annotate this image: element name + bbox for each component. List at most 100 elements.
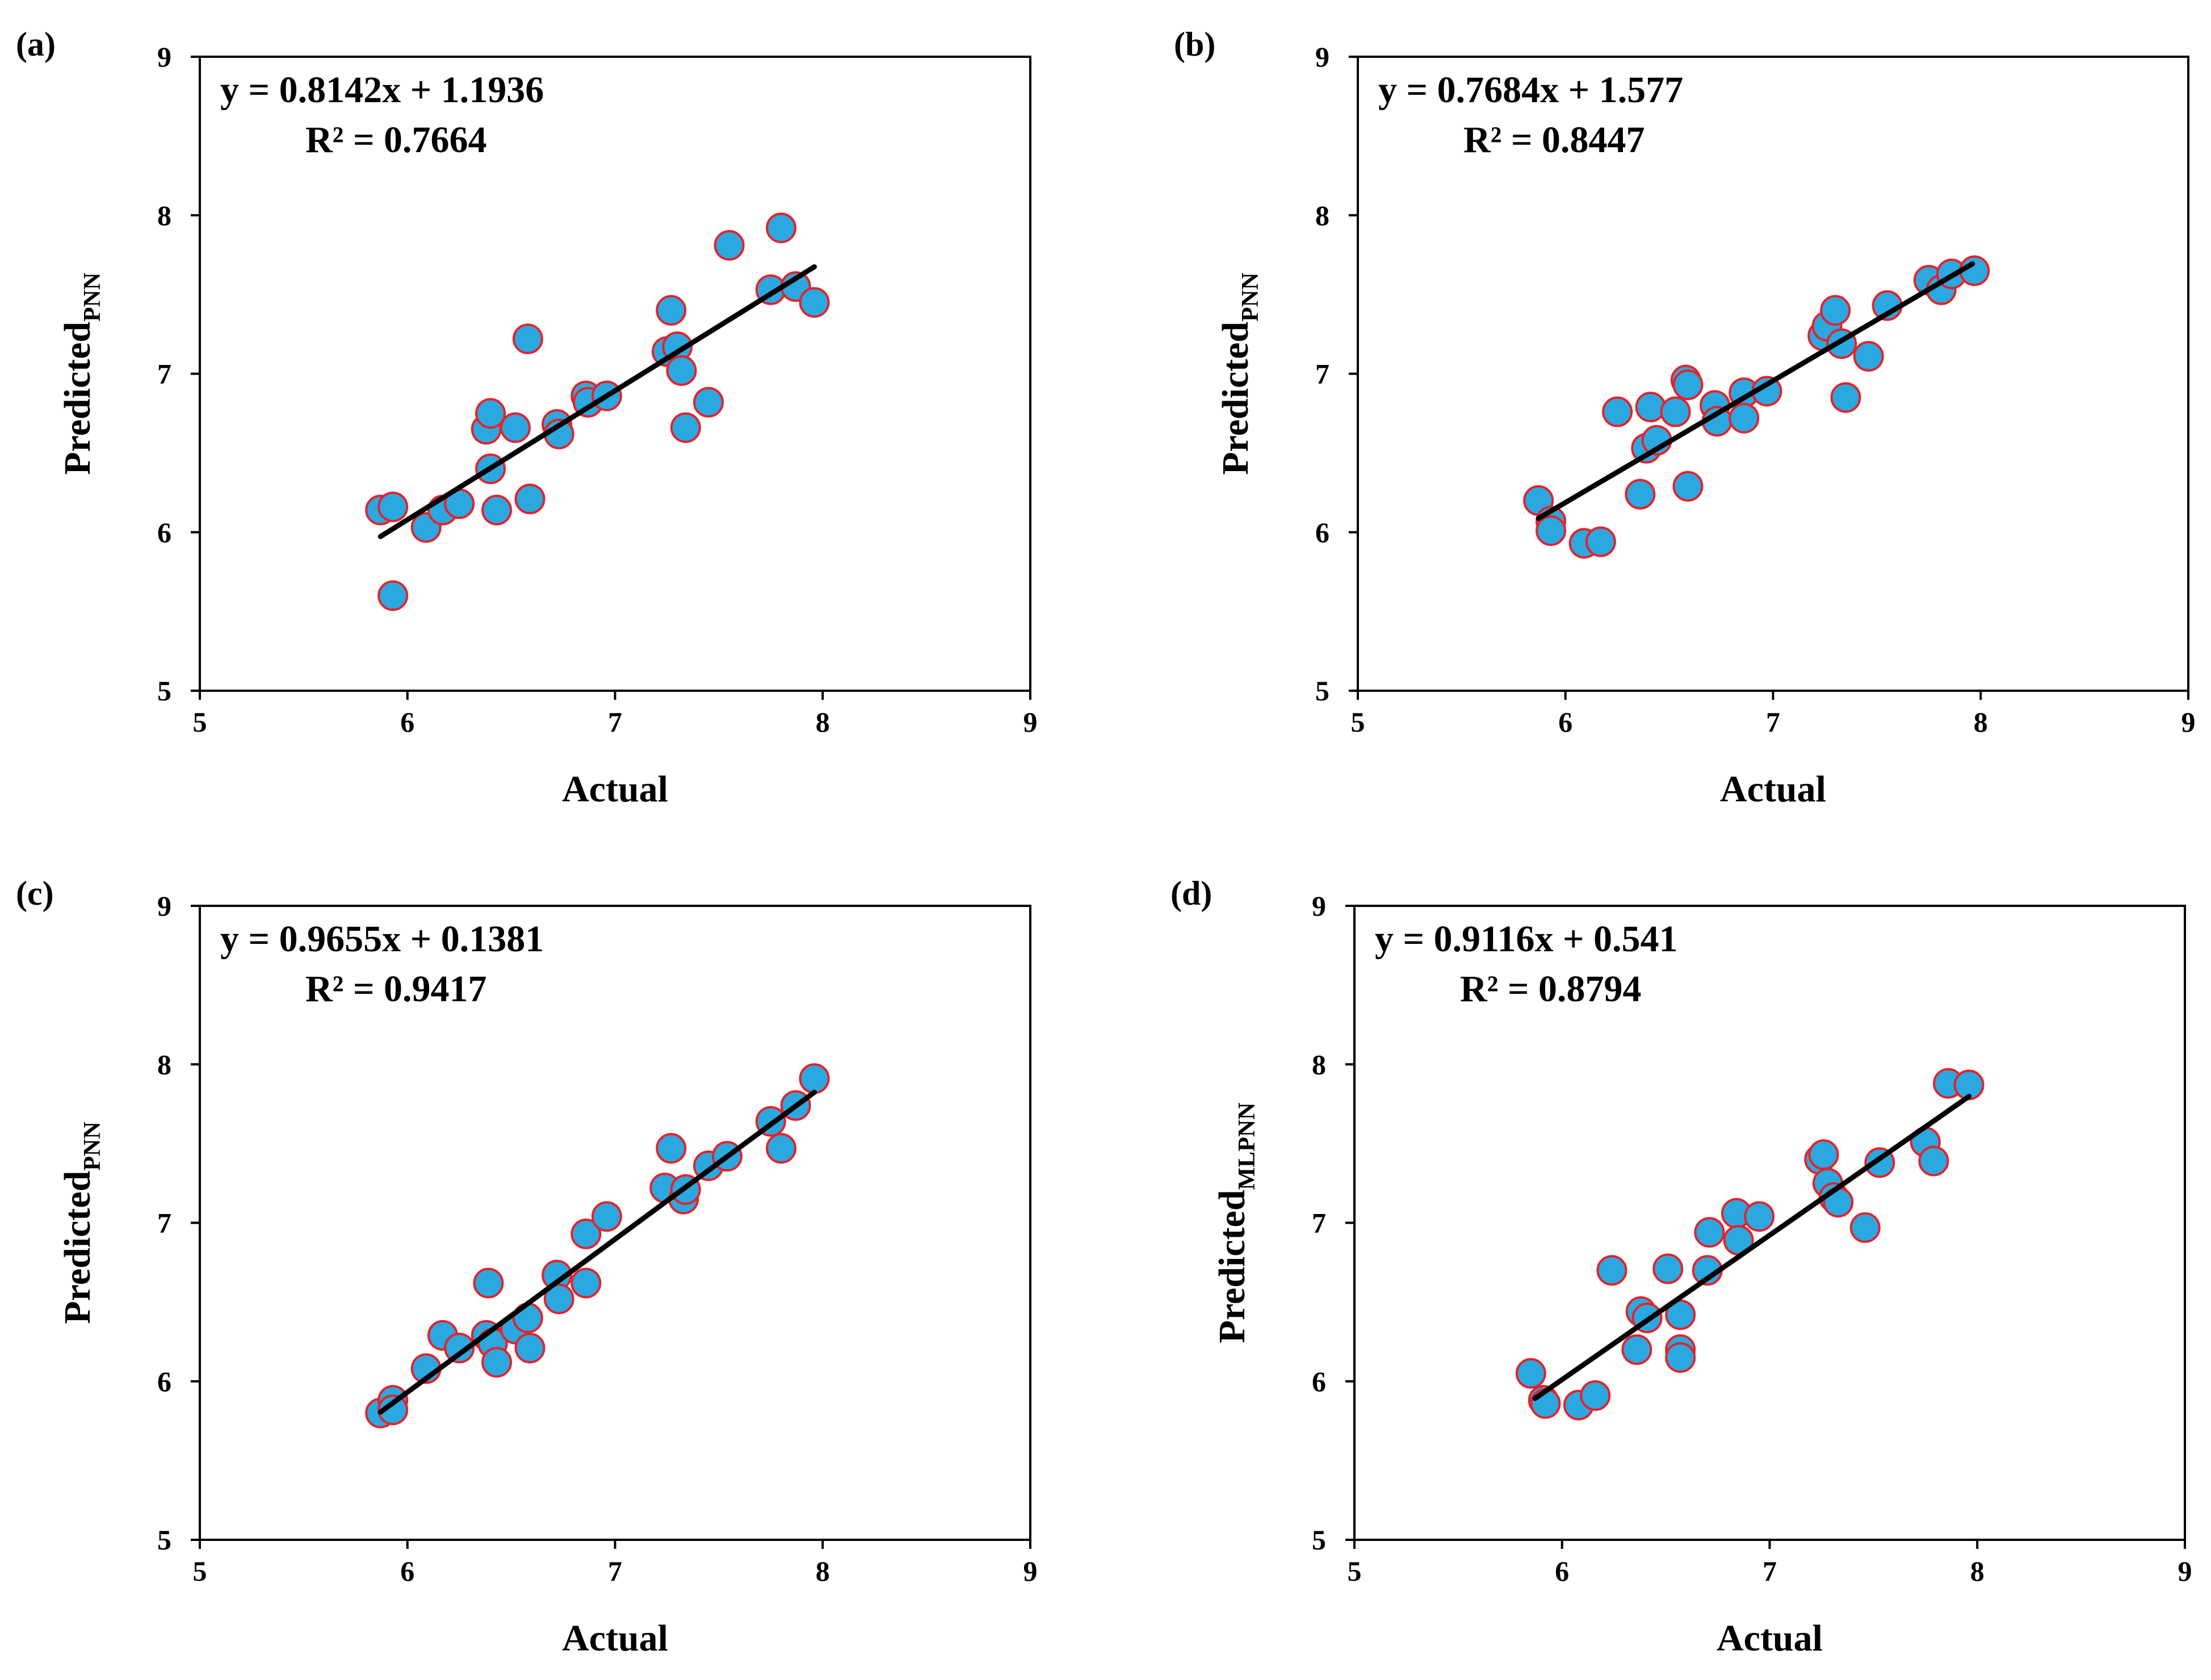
y-tick-label: 6 [1312,1366,1326,1397]
x-tick-label: 5 [193,706,207,738]
y-tick-label: 5 [157,675,171,707]
trendline-equation: y = 0.7684x + 1.577 [1378,69,1683,111]
chart-panel-d: (d) 5 6 7 8 9 5 6 7 8 9 Actual PredictedMLPNN y = 0.9… [1155,849,2211,1680]
x-tick-label: 9 [1023,706,1038,738]
data-point [1625,478,1656,510]
y-axis-title-subscript: MLPNN [1234,1102,1260,1190]
scatter-chart: (a) 5 6 7 8 9 5 6 7 8 9 Actual PredictedPNN y = 0.814… [16,26,1038,810]
y-tick-label: 5 [157,1524,171,1556]
data-point [1602,396,1633,427]
y-tick-label: 9 [1312,890,1326,922]
trendline-equation: y = 0.9655x + 0.1381 [220,918,544,960]
r-squared-label: R² = 0.8794 [1460,968,1642,1010]
data-point [656,1133,687,1164]
x-tick-label: 9 [2181,706,2196,738]
data-point [1585,526,1616,557]
data-point [1728,402,1760,434]
y-axis-title: PredictedPNN [1215,272,1264,474]
y-tick-label: 6 [1315,516,1329,548]
data-point [1808,1139,1839,1170]
x-tick-label: 6 [400,706,414,738]
x-tick-label: 7 [608,706,622,738]
x-tick-label: 8 [1970,1555,1985,1587]
data-point [1830,382,1861,413]
x-axis-title: Actual [1717,1618,1823,1659]
data-point [570,1219,602,1250]
chart-panel-a: (a) 5 6 7 8 9 5 6 7 8 9 Actual PredictedPNN y = 0.814… [0,0,1105,831]
r-squared-label: R² = 0.9417 [305,968,487,1010]
y-tick-label: 5 [1312,1524,1326,1556]
data-point [1694,1217,1725,1248]
y-axis-title: PredictedPNN [57,272,106,474]
x-tick-label: 9 [1023,1555,1038,1587]
x-tick-label: 5 [1351,706,1365,738]
panel-label: (a) [16,26,56,63]
y-tick-label: 8 [157,1048,171,1080]
data-point [377,1395,409,1426]
scatter-chart: (d) 5 6 7 8 9 5 6 7 8 9 Actual PredictedMLPNN y = 0.9… [1170,875,2192,1659]
trendline [1532,1094,1972,1401]
data-point [514,1333,546,1364]
x-tick-label: 5 [193,1555,207,1587]
data-point [1665,1299,1696,1330]
data-point [475,398,506,429]
trendline-equation: y = 0.8142x + 1.1936 [220,69,544,111]
panel-label: (c) [16,875,54,912]
data-point [1515,1358,1546,1389]
data-point [1621,1334,1652,1365]
x-axis-title: Actual [562,1618,668,1659]
y-tick-label: 8 [1312,1048,1326,1080]
y-tick-label: 6 [157,1366,171,1397]
x-tick-label: 7 [608,1555,622,1587]
y-axis-title-subscript: PNN [79,1122,106,1170]
y-tick-label: 8 [157,199,171,231]
chart-panel-c: (c) 5 6 7 8 9 5 6 7 8 9 Actual PredictedPNN y = 0.965… [0,849,1105,1680]
x-tick-label: 6 [400,1555,414,1587]
y-axis-title-main: Predicted [57,322,98,475]
data-point [543,1283,574,1314]
chart-panel-b: (b) 5 6 7 8 9 5 6 7 8 9 Actual PredictedPNN y = 0.768… [1158,0,2211,831]
data-point [473,1267,504,1299]
data-point [1596,1255,1627,1286]
y-tick-label: 7 [1312,1207,1326,1239]
data-point [1853,341,1884,372]
y-axis-title: PredictedMLPNN [1211,1102,1260,1343]
y-axis-title: PredictedPNN [57,1122,106,1324]
data-point [656,295,687,326]
data-point [670,412,701,443]
x-tick-label: 7 [1763,1555,1777,1587]
scatter-chart: (c) 5 6 7 8 9 5 6 7 8 9 Actual PredictedPNN y = 0.965… [16,875,1038,1659]
data-point [1672,471,1704,502]
y-tick-label: 5 [1315,675,1329,707]
data-point [444,1333,475,1364]
x-tick-label: 8 [816,706,830,738]
data-point [1652,1253,1684,1284]
data-point [714,230,745,261]
y-axis-title-subscript: PNN [79,272,106,321]
data-point [1665,1342,1696,1373]
data-point [481,1347,513,1378]
data-point [1849,1212,1881,1243]
y-tick-label: 7 [1315,358,1329,390]
y-axis-title-main: Predicted [1215,322,1256,475]
y-tick-label: 9 [1315,41,1329,73]
x-tick-label: 7 [1766,706,1780,738]
data-point [1744,1201,1775,1232]
y-axis-title-main: Predicted [57,1171,98,1324]
data-point [481,494,513,526]
y-tick-label: 7 [157,1207,171,1239]
x-tick-label: 9 [2178,1555,2192,1587]
data-point [1580,1380,1611,1411]
data-point [1672,369,1704,401]
trendline [377,264,817,539]
r-squared-label: R² = 0.8447 [1463,119,1645,161]
trendline [377,1090,817,1415]
data-point [570,1267,602,1299]
y-axis-title-subscript: PNN [1237,272,1264,321]
x-tick-label: 6 [1558,706,1572,738]
x-tick-label: 8 [1974,706,1988,738]
x-tick-label: 6 [1555,1555,1569,1587]
data-point [512,324,543,355]
x-tick-label: 5 [1348,1555,1362,1587]
data-point [500,412,531,443]
